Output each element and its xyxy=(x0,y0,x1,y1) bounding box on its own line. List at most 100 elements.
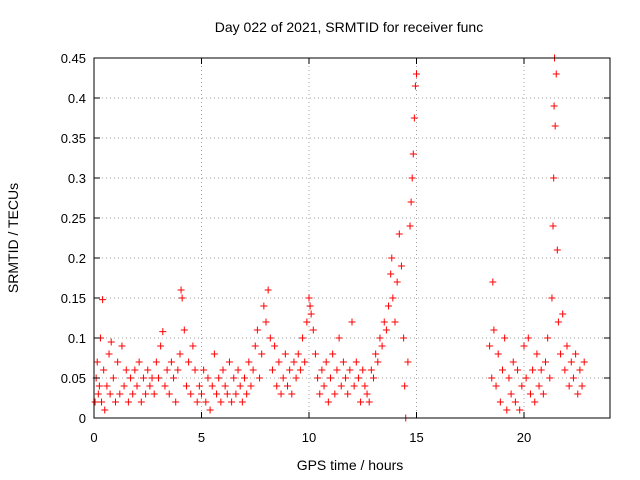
y-tick-label: 0.2 xyxy=(68,251,86,266)
data-point xyxy=(357,398,365,406)
data-point xyxy=(296,366,304,374)
data-point xyxy=(557,350,565,358)
data-point xyxy=(275,358,283,366)
data-point xyxy=(94,390,102,398)
data-point xyxy=(492,382,500,390)
data-point xyxy=(118,342,126,350)
data-point xyxy=(91,398,99,406)
data-point xyxy=(124,398,132,406)
data-point xyxy=(251,342,259,350)
data-point xyxy=(100,366,108,374)
data-point xyxy=(539,390,547,398)
data-point xyxy=(393,278,401,286)
data-point xyxy=(286,366,294,374)
data-point xyxy=(391,318,399,326)
data-point xyxy=(200,366,208,374)
data-point xyxy=(372,350,380,358)
data-point xyxy=(511,398,519,406)
data-point xyxy=(279,374,287,382)
data-point xyxy=(367,366,375,374)
data-point xyxy=(320,382,328,390)
data-point xyxy=(266,334,274,342)
data-point xyxy=(139,374,147,382)
data-point xyxy=(499,366,506,374)
data-point xyxy=(380,318,388,326)
data-point xyxy=(294,350,302,358)
data-point xyxy=(501,334,509,342)
data-point xyxy=(198,390,205,398)
data-point xyxy=(376,334,384,342)
data-point xyxy=(228,398,236,406)
data-point xyxy=(554,318,562,326)
data-point xyxy=(129,390,137,398)
data-point xyxy=(322,358,330,366)
data-point xyxy=(382,326,390,334)
data-point xyxy=(232,390,240,398)
data-point xyxy=(549,222,557,230)
data-point xyxy=(299,334,307,342)
data-point xyxy=(135,358,143,366)
x-axis-title: GPS time / hours xyxy=(297,457,404,473)
data-point xyxy=(488,374,496,382)
data-point xyxy=(202,398,210,406)
data-point xyxy=(167,358,175,366)
data-point xyxy=(305,294,313,302)
y-tick-label: 0.05 xyxy=(61,371,86,386)
data-point xyxy=(148,374,156,382)
data-point xyxy=(174,366,182,374)
data-point xyxy=(352,358,360,366)
data-point xyxy=(93,358,101,366)
data-point xyxy=(339,358,347,366)
data-point xyxy=(185,358,193,366)
data-point xyxy=(180,326,188,334)
data-point xyxy=(559,310,567,318)
data-point xyxy=(410,114,418,122)
data-point xyxy=(262,318,270,326)
data-point xyxy=(193,398,201,406)
data-point xyxy=(260,302,268,310)
data-point xyxy=(116,390,124,398)
data-point xyxy=(230,374,238,382)
data-point xyxy=(112,398,119,406)
data-point xyxy=(225,358,233,366)
data-point xyxy=(258,350,266,358)
data-point xyxy=(290,358,298,366)
data-point xyxy=(159,328,167,336)
data-point xyxy=(281,350,289,358)
data-point xyxy=(165,390,173,398)
data-point xyxy=(101,406,109,414)
data-point xyxy=(342,374,350,382)
data-point xyxy=(204,374,212,382)
data-point xyxy=(489,278,497,286)
data-point xyxy=(172,398,180,406)
data-point xyxy=(195,382,203,390)
data-point xyxy=(550,174,558,182)
y-tick-label: 0.15 xyxy=(61,291,86,306)
data-point xyxy=(210,350,218,358)
data-point xyxy=(249,366,257,374)
data-point xyxy=(182,382,190,390)
data-point xyxy=(397,262,405,270)
data-point xyxy=(388,254,396,262)
data-point xyxy=(271,342,279,350)
data-point xyxy=(318,366,326,374)
data-point xyxy=(576,366,584,374)
data-point xyxy=(561,366,569,374)
data-point xyxy=(346,366,354,374)
data-point xyxy=(407,198,415,206)
data-point xyxy=(535,382,543,390)
data-point xyxy=(176,350,184,358)
data-point xyxy=(105,350,113,358)
data-point xyxy=(120,382,128,390)
data-point xyxy=(208,382,216,390)
data-point xyxy=(219,366,227,374)
data-point xyxy=(245,358,253,366)
y-tick-label: 0 xyxy=(79,411,86,426)
data-point xyxy=(354,374,362,382)
data-point xyxy=(509,358,517,366)
data-point xyxy=(569,374,577,382)
data-point xyxy=(413,70,420,78)
data-point xyxy=(223,390,231,398)
